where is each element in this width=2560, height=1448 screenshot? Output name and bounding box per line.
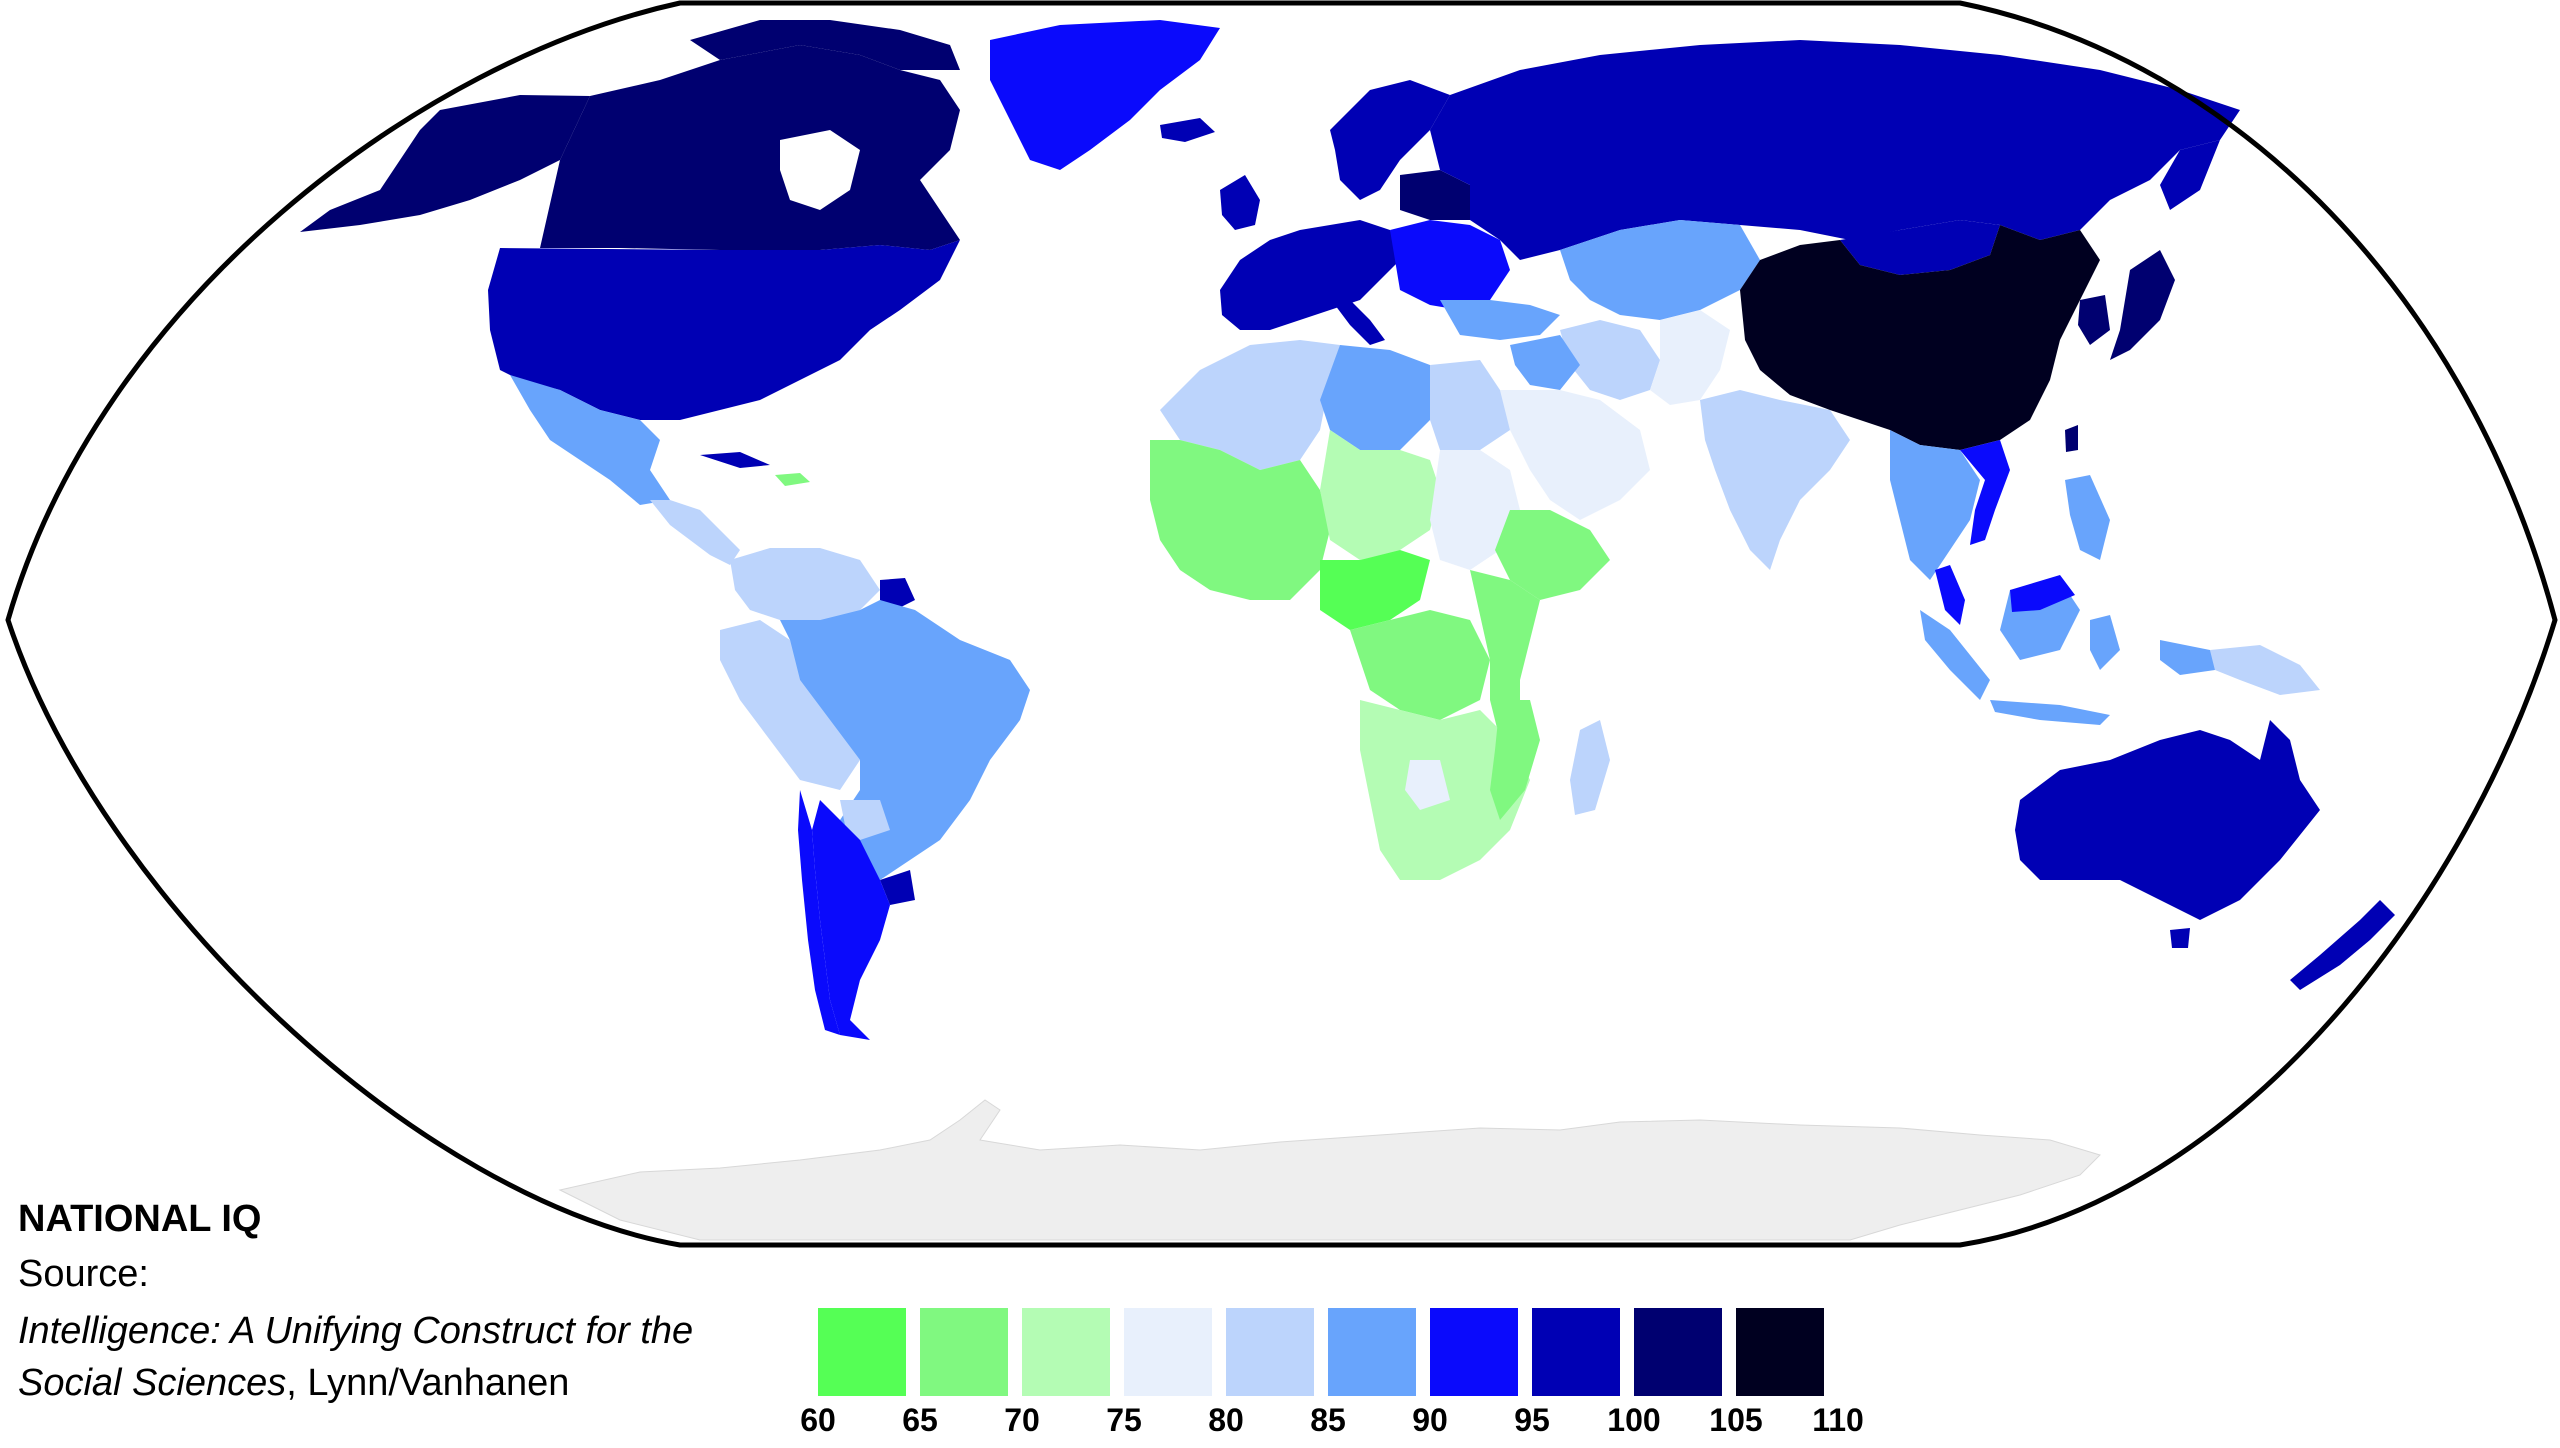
scale-swatch-100-105	[1634, 1308, 1722, 1396]
map-frame	[5, 0, 2558, 1248]
scale-swatch-70-75	[1022, 1308, 1110, 1396]
scale-tick-label: 85	[1310, 1402, 1346, 1438]
region-iran	[1560, 320, 1660, 400]
region-central-asia	[1560, 220, 1760, 320]
region-libya	[1320, 345, 1430, 450]
region-turkey	[1440, 300, 1560, 340]
region-china	[1740, 225, 2100, 450]
region-sahel	[1320, 430, 1440, 560]
region-malay-peninsula	[1935, 565, 1965, 625]
region-argentina	[812, 800, 890, 1040]
region-chile	[798, 790, 840, 1035]
scale-tick-label: 65	[902, 1402, 938, 1438]
region-western-europe	[1220, 220, 1400, 330]
scale-swatch-95-100	[1532, 1308, 1620, 1396]
region-hudson-bay	[780, 130, 860, 210]
region-arabia	[1500, 390, 1650, 520]
scale-tick-label: 75	[1106, 1402, 1142, 1438]
region-mozambique	[1490, 700, 1540, 820]
region-peru-bolivia	[720, 620, 860, 790]
region-botswana	[1405, 760, 1450, 810]
region-kamchatka	[2160, 140, 2220, 210]
region-sudan	[1430, 450, 1520, 570]
region-central-africa	[1320, 550, 1430, 630]
scale-tick-label: 95	[1514, 1402, 1550, 1438]
region-mongolia	[1840, 220, 2000, 275]
region-scandinavia	[1330, 80, 1450, 200]
region-canada-arctic-islands	[690, 20, 960, 70]
region-central-america	[650, 500, 740, 565]
region-eastern-europe	[1390, 220, 1510, 310]
region-philippines	[2065, 475, 2110, 560]
scale-swatch-75-80	[1124, 1308, 1212, 1396]
region-iraq-syria	[1510, 335, 1580, 390]
scale-tick-label: 100	[1607, 1402, 1661, 1438]
region-alaska	[300, 95, 590, 232]
scale-swatch-80-85	[1226, 1308, 1314, 1396]
region-greenland	[990, 20, 1220, 170]
region-canada	[540, 45, 960, 250]
region-madagascar	[1570, 720, 1610, 815]
scale-swatch-90-95	[1430, 1308, 1518, 1396]
region-tasmania	[2170, 928, 2190, 948]
scale-tick-label: 80	[1208, 1402, 1244, 1438]
scale-tick-label: 90	[1412, 1402, 1448, 1438]
scale-tick-label: 60	[800, 1402, 836, 1438]
region-vietnam	[1960, 440, 2010, 545]
scale-swatch-60-65	[818, 1308, 906, 1396]
region-iceland	[1160, 118, 1215, 142]
legend-source-label: Source:	[18, 1253, 149, 1295]
region-brazil	[780, 600, 1030, 880]
region-southeast-asia	[1890, 430, 1980, 580]
region-afghanistan-pakistan	[1650, 310, 1730, 405]
scale-swatch-65-70	[920, 1308, 1008, 1396]
book-title-line2: Social Sciences	[18, 1362, 287, 1404]
antarctica	[558, 1099, 2101, 1241]
region-sulawesi	[2090, 615, 2120, 670]
region-korea	[2078, 295, 2110, 345]
region-uruguay	[880, 870, 915, 905]
region-mexico	[510, 375, 670, 505]
region-hispaniola	[775, 473, 810, 486]
region-russia	[1430, 40, 2240, 260]
region-india	[1700, 390, 1850, 570]
region-north-africa-west	[1160, 340, 1340, 470]
region-west-africa	[1150, 440, 1330, 600]
region-west-papua	[2160, 640, 2215, 675]
region-new-zealand	[2290, 900, 2395, 990]
region-australia	[2015, 720, 2320, 920]
region-east-africa	[1470, 570, 1540, 740]
scale-tick-label: 110	[1812, 1402, 1864, 1438]
region-baltics-belarus	[1400, 170, 1470, 220]
region-guianas	[880, 578, 915, 610]
region-paraguay	[840, 800, 890, 840]
legend-title: NATIONAL IQ	[18, 1198, 262, 1240]
region-congo	[1350, 610, 1490, 720]
region-cuba	[700, 452, 770, 468]
region-colombia-venezuela	[730, 548, 880, 620]
region-uk-ireland	[1220, 175, 1260, 230]
region-italy	[1330, 290, 1385, 345]
scale-swatch-85-90	[1328, 1308, 1416, 1396]
region-sumatra	[1920, 610, 1990, 700]
region-united-states	[488, 240, 960, 420]
scale-tick-label: 105	[1709, 1402, 1763, 1438]
region-java	[1990, 700, 2110, 725]
region-egypt	[1430, 360, 1510, 450]
region-taiwan	[2065, 425, 2078, 452]
book-title-line1: Intelligence: A Unifying Construct for t…	[18, 1310, 694, 1352]
scale-tick-label: 70	[1004, 1402, 1040, 1438]
region-japan	[2110, 250, 2175, 360]
region-ethiopia	[1495, 510, 1610, 600]
scale-swatch-105-110	[1736, 1308, 1824, 1396]
region-borneo-malaysia	[2010, 575, 2075, 612]
book-authors: , Lynn/Vanhanen	[286, 1362, 570, 1404]
legend-source-citation: Intelligence: A Unifying Construct for t…	[18, 1305, 818, 1409]
region-papua-new-guinea	[2210, 645, 2320, 695]
